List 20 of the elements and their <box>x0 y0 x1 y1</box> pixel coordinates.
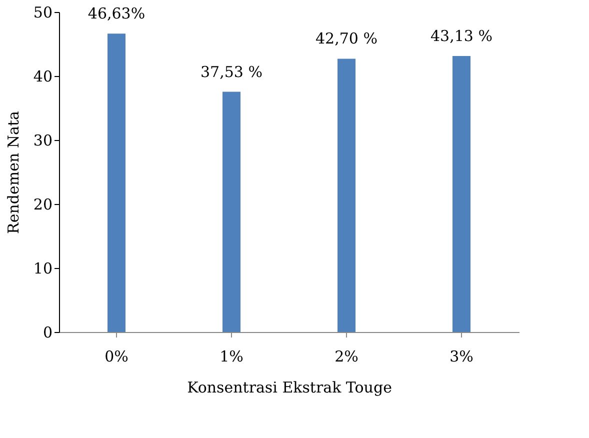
x-tick-label: 0% <box>104 348 128 366</box>
y-tick-label: 20 <box>33 196 52 214</box>
y-axis-title: Rendemen Nata <box>4 111 22 234</box>
y-tick-label: 40 <box>33 68 52 86</box>
data-label: 42,70 % <box>316 30 378 48</box>
x-tick-label: 3% <box>450 348 474 366</box>
bar <box>338 58 356 332</box>
y-tick-label: 0 <box>42 324 52 342</box>
bar <box>108 34 126 332</box>
x-axis-title: Konsentrasi Ekstrak Touge <box>187 378 392 396</box>
bar <box>452 56 470 332</box>
data-label: 37,53 % <box>200 62 262 81</box>
y-tick-label: 30 <box>33 132 52 150</box>
x-tick-label: 1% <box>220 348 244 366</box>
data-label: 43,13 % <box>430 26 492 45</box>
y-tick-label: 50 <box>33 4 52 22</box>
data-label: 46,63% <box>88 4 146 23</box>
y-tick-label: 10 <box>33 260 52 278</box>
bar <box>222 92 240 332</box>
x-tick-label: 2% <box>334 348 358 366</box>
